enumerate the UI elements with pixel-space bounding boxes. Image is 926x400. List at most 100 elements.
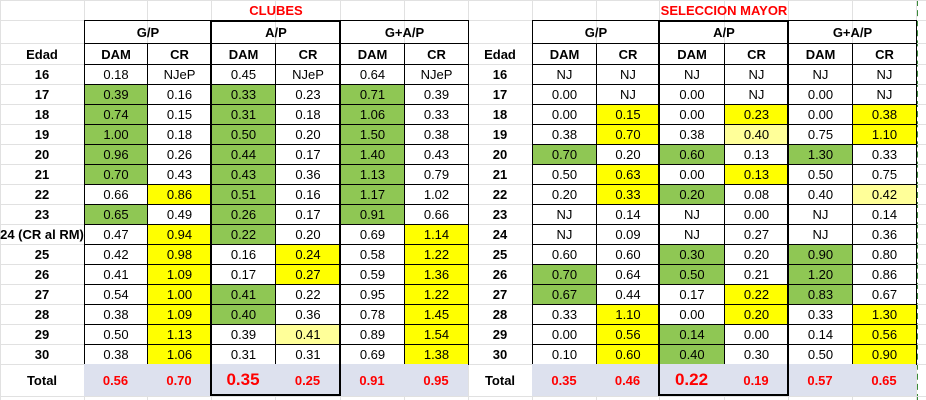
table-cell[interactable]: 0.41 [211,284,276,305]
table-cell[interactable]: 0.18 [84,64,148,85]
table-cell[interactable]: 0.51 [211,184,276,205]
table-cell[interactable]: 1.10 [852,124,917,145]
table-cell[interactable]: 0.56 [596,324,660,345]
table-cell[interactable]: 0.17 [275,144,341,165]
column-header[interactable]: DAM [659,43,725,65]
table-cell[interactable]: 1.00 [84,124,148,145]
row-label[interactable]: 25 [492,247,508,262]
table-cell[interactable]: NJ [852,64,917,85]
table-cell[interactable]: NJ [659,64,725,85]
total-cell[interactable]: 0.35 [532,364,596,396]
table-cell[interactable]: 0.33 [211,84,276,105]
table-cell[interactable]: 0.14 [659,324,725,345]
table-cell[interactable]: 0.33 [852,144,917,165]
table-cell[interactable]: 1.09 [147,264,212,285]
table-cell[interactable]: 0.44 [211,144,276,165]
row-label[interactable]: 20 [492,147,508,162]
row-label[interactable]: 19 [34,127,50,142]
table-cell[interactable]: 0.60 [596,244,660,265]
table-cell[interactable]: 0.43 [211,164,276,185]
row-label[interactable]: 17 [34,87,50,102]
total-label[interactable]: Total [26,372,58,388]
table-cell[interactable]: 0.78 [340,304,405,325]
table-cell[interactable]: 0.40 [211,304,276,325]
table-cell[interactable]: 0.20 [724,304,789,325]
table-cell[interactable]: NJ [659,204,725,225]
table-cell[interactable]: 0.39 [211,324,276,345]
table-cell[interactable]: 0.49 [147,204,212,225]
column-header[interactable]: DAM [532,43,597,65]
group-header[interactable]: A/P [211,20,341,44]
table-cell[interactable]: 0.17 [275,204,341,225]
table-cell[interactable]: 0.38 [84,304,148,325]
table-cell[interactable]: 0.95 [340,284,405,305]
table-cell[interactable]: 0.33 [788,304,853,325]
table-cell[interactable]: NJ [596,84,660,105]
table-cell[interactable]: 0.13 [724,164,789,185]
table-cell[interactable]: 0.50 [84,324,148,345]
table-cell[interactable]: 1.10 [596,304,660,325]
table-cell[interactable]: 0.40 [659,344,725,365]
total-cell[interactable]: 0.46 [596,364,659,396]
table-cell[interactable]: 0.26 [211,204,276,225]
table-cell[interactable]: 0.30 [724,344,789,365]
column-header[interactable]: CR [724,43,789,65]
table-cell[interactable]: 0.67 [852,284,917,305]
table-cell[interactable]: 0.66 [404,204,469,225]
table-cell[interactable]: 0.36 [852,224,917,245]
table-cell[interactable]: 1.22 [404,244,469,265]
table-cell[interactable]: 0.16 [147,84,212,105]
table-cell[interactable]: 0.40 [788,184,853,205]
row-label[interactable]: 23 [34,207,50,222]
column-header[interactable]: DAM [340,43,405,65]
total-cell[interactable]: 0.56 [84,364,147,396]
row-label[interactable]: 17 [492,87,508,102]
total-cell[interactable]: 0.22 [659,364,724,396]
table-cell[interactable]: 0.71 [340,84,405,105]
column-header[interactable]: CR [596,43,660,65]
table-cell[interactable]: 0.79 [404,164,469,185]
table-cell[interactable]: 0.15 [147,104,212,125]
table-cell[interactable]: 0.67 [532,284,597,305]
table-cell[interactable]: 0.65 [84,204,148,225]
table-cell[interactable]: 1.50 [340,124,405,145]
table-cell[interactable]: 1.00 [147,284,212,305]
table-cell[interactable]: 0.75 [788,124,853,145]
column-header[interactable]: CR [404,43,469,65]
table-cell[interactable]: 0.17 [659,284,725,305]
row-label[interactable]: 24 (CR al RM) [0,227,84,242]
table-cell[interactable]: 0.27 [275,264,341,285]
table-cell[interactable]: NJeP [275,64,341,85]
row-label[interactable]: 27 [34,287,50,302]
table-cell[interactable]: 1.22 [404,284,469,305]
table-cell[interactable]: 0.90 [852,344,917,365]
table-cell[interactable]: 0.00 [788,104,853,125]
group-header[interactable]: G+A/P [340,20,469,44]
table-cell[interactable]: 0.39 [404,84,469,105]
table-cell[interactable]: 0.50 [788,344,853,365]
table-cell[interactable]: NJ [788,204,853,225]
table-cell[interactable]: 0.14 [852,204,917,225]
total-cell[interactable]: 0.65 [852,364,916,396]
table-cell[interactable]: 0.16 [275,184,341,205]
table-cell[interactable]: 0.21 [724,264,789,285]
table-cell[interactable]: 0.69 [340,344,405,365]
table-cell[interactable]: 0.50 [532,164,597,185]
table-cell[interactable]: 0.38 [659,124,725,145]
row-label[interactable]: 19 [492,127,508,142]
table-cell[interactable]: 0.33 [596,184,660,205]
table-cell[interactable]: 1.06 [340,104,405,125]
table-cell[interactable]: 0.00 [724,324,789,345]
table-cell[interactable]: 0.36 [275,304,341,325]
table-cell[interactable]: NJ [532,64,597,85]
row-label[interactable]: 26 [492,267,508,282]
table-cell[interactable]: 1.54 [404,324,469,345]
total-label[interactable]: Total [484,372,516,388]
table-cell[interactable]: 0.00 [659,84,725,105]
table-cell[interactable]: 0.40 [724,124,789,145]
table-cell[interactable]: 0.36 [275,164,341,185]
table-cell[interactable]: 0.00 [724,204,789,225]
table-cell[interactable]: 0.00 [659,304,725,325]
total-cell[interactable]: 0.35 [211,364,275,396]
